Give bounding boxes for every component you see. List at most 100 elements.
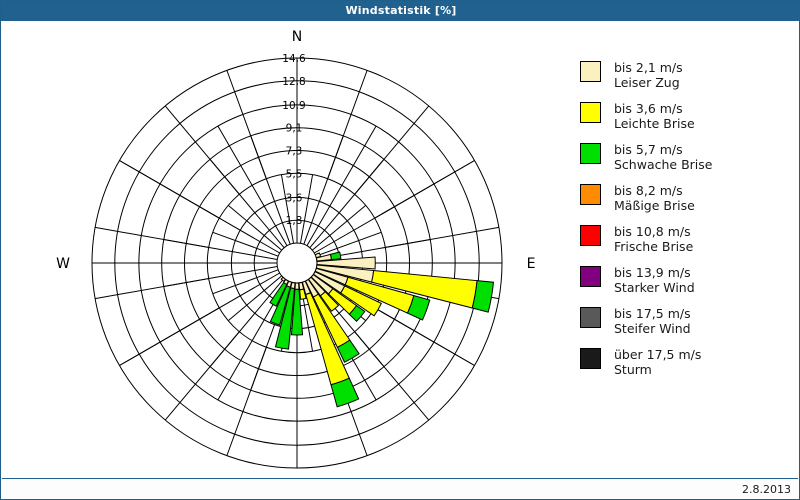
compass-label-east: E (527, 256, 536, 272)
radial-tick-label: 5,5 (286, 168, 303, 180)
radial-tick-label: 12,8 (282, 76, 305, 88)
radial-tick-labels: 1,8 3,6 5,5 7,3 9,1 10,9 12,8 14,6 (282, 53, 306, 227)
wind-rose-petal-segment (269, 285, 291, 326)
legend-label: bis 10,8 m/s Frische Brise (614, 224, 693, 254)
wind-rose-petals (269, 251, 495, 408)
polar-grid-spoke (385, 226, 499, 248)
legend-speed-range: bis 8,2 m/s (614, 183, 683, 198)
compass-label-west: W (56, 256, 70, 272)
legend-label: bis 5,7 m/s Schwache Brise (614, 142, 712, 172)
legend: bis 2,1 m/s Leiser Zug bis 3,6 m/s Leichte … (580, 60, 792, 388)
polar-grid-spoke (299, 174, 314, 244)
radial-tick-label: 14,6 (282, 53, 306, 65)
legend-label: bis 2,1 m/s Leiser Zug (614, 60, 683, 90)
polar-grid-spoke (226, 70, 267, 179)
legend-item: bis 3,6 m/s Leichte Brise (580, 101, 792, 131)
chart-plot-area: 1,8 3,6 5,5 7,3 9,1 10,9 12,8 14,6 N E S W bis … (2, 22, 798, 478)
polar-grid-spoke (119, 160, 220, 219)
wind-rose-petal-segment (336, 339, 360, 363)
footer-date: 2.8.2013 (742, 483, 791, 496)
polar-grid-spoke (226, 347, 267, 456)
legend-speed-range: bis 3,6 m/s (614, 101, 683, 116)
polar-grid-spoke (374, 307, 475, 366)
legend-label: bis 13,9 m/s Starker Wind (614, 265, 695, 295)
polar-grid-spoke (217, 125, 288, 246)
polar-grid-spoke (164, 331, 240, 421)
compass-label-north: N (292, 29, 302, 45)
footer-divider (2, 478, 798, 479)
legend-speed-range: bis 17,5 m/s (614, 306, 691, 321)
radial-tick-label: 1,8 (286, 215, 303, 227)
polar-grid-spoke (306, 125, 377, 246)
polar-grid-spoke (354, 105, 430, 195)
legend-color-swatch (580, 184, 601, 205)
wind-rose-petal-segment (314, 252, 322, 259)
legend-item: bis 17,5 m/s Steifer Wind (580, 306, 792, 336)
legend-color-swatch (580, 61, 601, 82)
legend-item: bis 2,1 m/s Leiser Zug (580, 60, 792, 90)
legend-color-swatch (580, 143, 601, 164)
window-title: Windstatistik [%] (345, 4, 457, 17)
window-title-bar: Windstatistik [%] (1, 1, 800, 21)
legend-speed-range: bis 10,8 m/s (614, 224, 691, 239)
legend-beaufort-name: Mäßige Brise (614, 198, 695, 213)
legend-label: bis 17,5 m/s Steifer Wind (614, 306, 691, 336)
legend-color-swatch (580, 266, 601, 287)
polar-grid (91, 57, 503, 469)
wind-rose-petal-segment (319, 291, 340, 312)
wind-rose-petal-segment (299, 288, 307, 300)
wind-rose-petal-segment (406, 295, 431, 321)
legend-label: über 17,5 m/s Sturm (614, 347, 701, 377)
legend-beaufort-name: Leiser Zug (614, 75, 680, 90)
wind-rose-chart: 1,8 3,6 5,5 7,3 9,1 10,9 12,8 14,6 N E S W (56, 29, 536, 469)
legend-speed-range: bis 13,9 m/s (614, 265, 691, 280)
legend-label: bis 8,2 m/s Mäßige Brise (614, 183, 695, 213)
polar-grid-spoke (315, 231, 382, 257)
wind-rose-petal-segment (280, 276, 287, 283)
polar-grid-spoke (227, 204, 283, 251)
polar-grid-spoke (212, 269, 279, 295)
wind-rose-petal-segment (316, 256, 376, 270)
legend-color-swatch (580, 102, 601, 123)
legend-color-swatch (580, 225, 601, 246)
polar-grid-spoke (164, 105, 240, 195)
polar-grid-spoke (354, 331, 430, 421)
polar-grid-spoke (95, 226, 209, 248)
polar-grid-spoke (311, 204, 367, 251)
polar-grid-spoke (280, 174, 295, 244)
compass-labels: N E S W (56, 29, 536, 272)
polar-grid-spoke (119, 307, 220, 366)
wind-rose-petal-segment (330, 377, 360, 408)
legend-color-swatch (580, 348, 601, 369)
legend-item: bis 10,8 m/s Frische Brise (580, 224, 792, 254)
legend-item: über 17,5 m/s Sturm (580, 347, 792, 377)
wind-rose-petal-segment (471, 280, 495, 313)
legend-color-swatch (580, 307, 601, 328)
legend-beaufort-name: Leichte Brise (614, 116, 695, 131)
legend-beaufort-name: Schwache Brise (614, 157, 713, 172)
wind-rose-petal-segment (339, 285, 382, 317)
legend-beaufort-name: Sturm (614, 362, 652, 377)
polar-grid-spoke (327, 70, 368, 179)
legend-speed-range: bis 5,7 m/s (614, 142, 683, 157)
legend-beaufort-name: Steifer Wind (614, 321, 691, 336)
radial-tick-label: 3,6 (286, 192, 303, 204)
legend-item: bis 5,7 m/s Schwache Brise (580, 142, 792, 172)
legend-item: bis 8,2 m/s Mäßige Brise (580, 183, 792, 213)
legend-label: bis 3,6 m/s Leichte Brise (614, 101, 695, 131)
radial-tick-label: 7,3 (286, 146, 303, 158)
legend-item: bis 13,9 m/s Starker Wind (580, 265, 792, 295)
polar-grid-spoke (95, 278, 209, 300)
polar-grid-spoke (227, 275, 283, 322)
wind-rose-petal-segment (269, 281, 288, 307)
polar-grid-spoke (374, 160, 475, 219)
wind-rose-petal-segment (294, 282, 300, 290)
legend-beaufort-name: Starker Wind (614, 280, 695, 295)
legend-beaufort-name: Frische Brise (614, 239, 694, 254)
legend-speed-range: über 17,5 m/s (614, 347, 702, 362)
wind-rose-petal-segment (329, 251, 342, 261)
wind-rose-petal-segment (290, 288, 304, 336)
radial-tick-label: 9,1 (286, 123, 303, 135)
legend-speed-range: bis 2,1 m/s (614, 60, 683, 75)
